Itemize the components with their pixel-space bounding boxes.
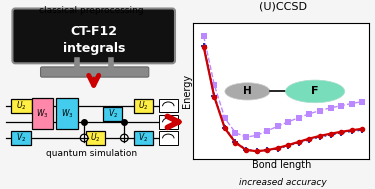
FancyBboxPatch shape xyxy=(40,67,149,77)
Text: $W_3$: $W_3$ xyxy=(36,108,48,120)
FancyBboxPatch shape xyxy=(159,131,178,145)
Text: (U)CCSD: (U)CCSD xyxy=(259,2,307,12)
Text: $U_2$: $U_2$ xyxy=(138,100,148,112)
FancyBboxPatch shape xyxy=(159,115,178,129)
Circle shape xyxy=(80,134,88,142)
FancyBboxPatch shape xyxy=(134,131,153,145)
Circle shape xyxy=(285,80,345,103)
Text: H: H xyxy=(243,86,252,96)
Text: quantum simulation: quantum simulation xyxy=(46,149,137,158)
Y-axis label: Energy: Energy xyxy=(182,74,192,108)
Text: $W_3$: $W_3$ xyxy=(61,108,73,120)
FancyBboxPatch shape xyxy=(12,131,31,145)
Circle shape xyxy=(225,83,270,100)
X-axis label: Bond length: Bond length xyxy=(252,160,311,170)
Text: $V_2$: $V_2$ xyxy=(16,132,26,144)
Text: F: F xyxy=(311,86,319,96)
FancyBboxPatch shape xyxy=(56,98,78,129)
Text: integrals: integrals xyxy=(63,42,125,55)
FancyBboxPatch shape xyxy=(10,99,32,113)
FancyBboxPatch shape xyxy=(134,99,153,113)
Circle shape xyxy=(120,134,128,142)
FancyBboxPatch shape xyxy=(103,107,122,121)
FancyBboxPatch shape xyxy=(32,98,53,129)
Text: CT-F12: CT-F12 xyxy=(70,25,117,38)
Text: $U_2$: $U_2$ xyxy=(90,132,101,144)
Text: classical preprocessing: classical preprocessing xyxy=(39,6,144,15)
Text: increased accuracy: increased accuracy xyxy=(239,178,327,187)
Text: $V_2$: $V_2$ xyxy=(138,132,148,144)
Text: $V_2$: $V_2$ xyxy=(108,108,118,120)
FancyBboxPatch shape xyxy=(86,131,105,145)
FancyBboxPatch shape xyxy=(159,99,178,112)
Text: $U_2$: $U_2$ xyxy=(16,100,26,112)
FancyBboxPatch shape xyxy=(12,9,175,63)
